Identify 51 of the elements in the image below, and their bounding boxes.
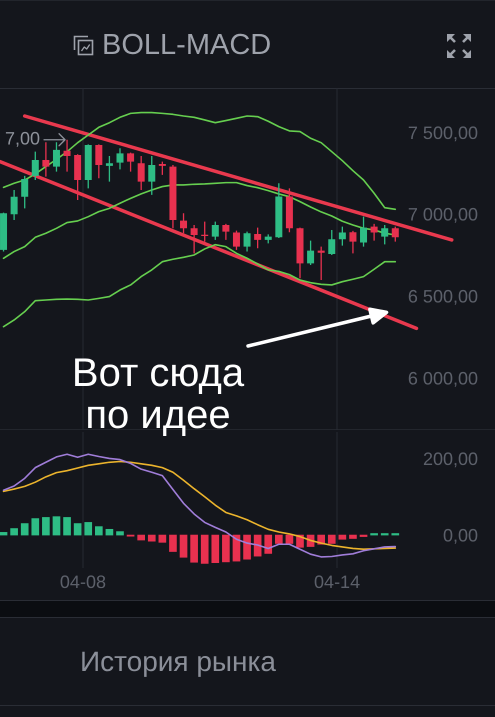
bar xyxy=(338,534,346,540)
candlestick xyxy=(222,224,230,240)
bar xyxy=(116,531,124,536)
bar xyxy=(106,528,114,536)
y-tick-label: 6 500,00 xyxy=(408,286,478,307)
bar xyxy=(20,523,29,536)
bar xyxy=(190,534,198,563)
candlestick xyxy=(158,162,166,175)
y-tick-label: 200,00 xyxy=(422,448,478,469)
candlestick xyxy=(254,228,262,248)
candlestick xyxy=(264,234,272,244)
candlestick xyxy=(318,246,325,280)
bar xyxy=(158,534,166,543)
y-tick-label: 6 000,00 xyxy=(408,368,478,388)
bar xyxy=(94,526,103,536)
bar xyxy=(84,522,92,536)
bar xyxy=(254,534,262,556)
y-tick-label: 7 000,00 xyxy=(408,204,478,225)
bar xyxy=(63,517,71,536)
y-tick-label: 0,00 xyxy=(442,526,478,546)
bar xyxy=(222,534,230,562)
bar xyxy=(180,534,188,558)
bar xyxy=(232,534,240,562)
bar xyxy=(169,534,177,552)
bar xyxy=(264,534,272,554)
bar xyxy=(42,517,50,536)
x-tick-label: 04-14 xyxy=(314,572,360,592)
bar xyxy=(328,534,336,544)
bar xyxy=(137,534,146,540)
x-tick-label: 04-08 xyxy=(60,572,106,592)
bar xyxy=(243,534,251,560)
bar xyxy=(0,532,8,536)
bar xyxy=(74,523,82,536)
bar xyxy=(274,534,283,544)
bar xyxy=(52,516,60,536)
annotation: Вот сюда по идее xyxy=(70,351,246,437)
candlestick xyxy=(338,226,346,246)
text: История рынка xyxy=(80,645,276,679)
y-tick-label: 7 500,00 xyxy=(408,122,478,143)
candlestick xyxy=(370,224,378,241)
bar xyxy=(10,528,18,536)
candlestick xyxy=(201,222,208,242)
bar xyxy=(211,534,220,563)
bar xyxy=(200,534,209,564)
bar xyxy=(148,534,156,542)
bar xyxy=(286,534,294,544)
bar xyxy=(31,518,40,536)
annotation: 7,00 xyxy=(5,128,40,149)
chart-title: BOLL-MACD xyxy=(102,28,272,63)
candlestick xyxy=(190,225,198,254)
bar xyxy=(349,534,357,539)
